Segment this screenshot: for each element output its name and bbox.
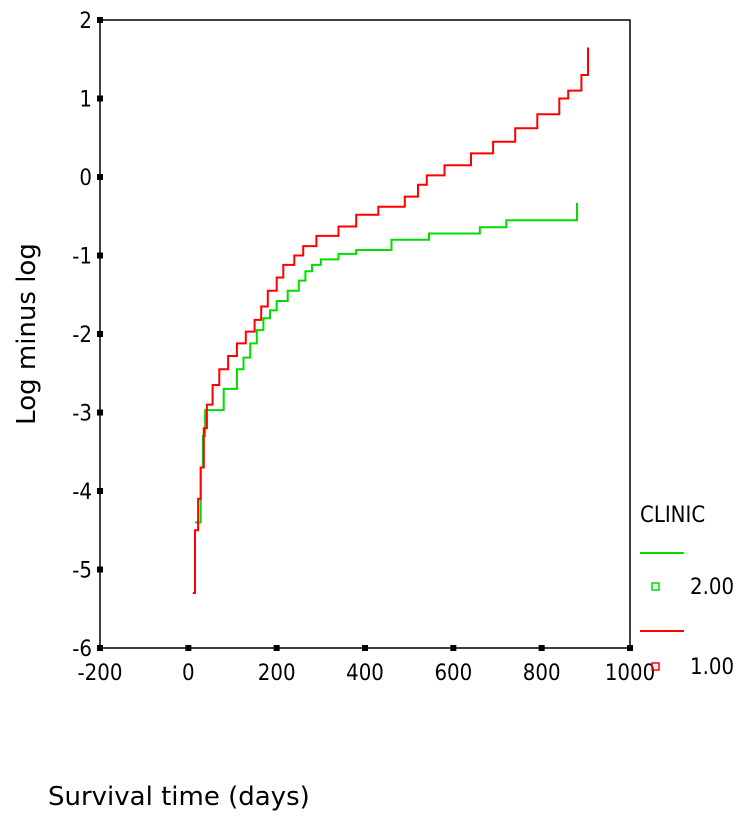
y-tick-label: -2 [72,323,92,348]
y-axis: -6 -5 -4 -3 -2 -1 0 1 2 [72,9,103,662]
legend-marker-series-1 [651,662,660,671]
x-tick-mark [627,645,633,651]
legend: CLINIC 2.00 1.00 [640,503,734,680]
y-tick-label: -5 [72,559,92,584]
y-axis-title: Log minus log [12,243,42,425]
legend-title: CLINIC [640,503,705,528]
x-axis-title: Survival time (days) [48,782,310,812]
y-tick-label: 0 [79,166,92,191]
y-tick-mark [97,174,103,180]
series-line-0 [195,202,578,524]
x-axis: -200 0 200 400 600 800 1000 [78,645,655,686]
legend-marker-series-0 [651,582,660,591]
y-tick-mark [97,17,103,23]
x-tick-label: 0 [182,661,195,686]
y-tick-mark [97,331,103,337]
x-tick-mark [97,645,103,651]
x-tick-label: 600 [434,661,472,686]
x-tick-mark [362,645,368,651]
legend-label-series-0: 2.00 [690,575,734,600]
y-tick-mark [97,252,103,259]
x-tick-label: 1000 [605,661,655,686]
y-tick-label: -4 [72,480,92,505]
x-tick-mark [273,645,280,651]
y-tick-mark [97,409,103,416]
series-line-1 [192,47,589,594]
y-tick-label: 2 [79,9,92,34]
y-tick-label: -6 [72,637,92,662]
x-tick-label: 800 [523,661,561,686]
x-tick-mark [185,645,192,651]
y-tick-label: -3 [72,402,92,427]
y-tick-label: -1 [72,245,92,270]
x-tick-mark [450,645,457,651]
x-tick-mark [538,645,545,651]
series-layer [192,47,589,594]
y-tick-label: 1 [79,88,92,113]
x-tick-label: 400 [346,661,384,686]
x-tick-label: -200 [78,661,123,686]
x-tick-label: 200 [258,661,296,686]
y-tick-mark [97,566,103,573]
y-tick-mark [97,95,103,102]
y-tick-mark [97,488,103,494]
legend-label-series-1: 1.00 [690,655,734,680]
